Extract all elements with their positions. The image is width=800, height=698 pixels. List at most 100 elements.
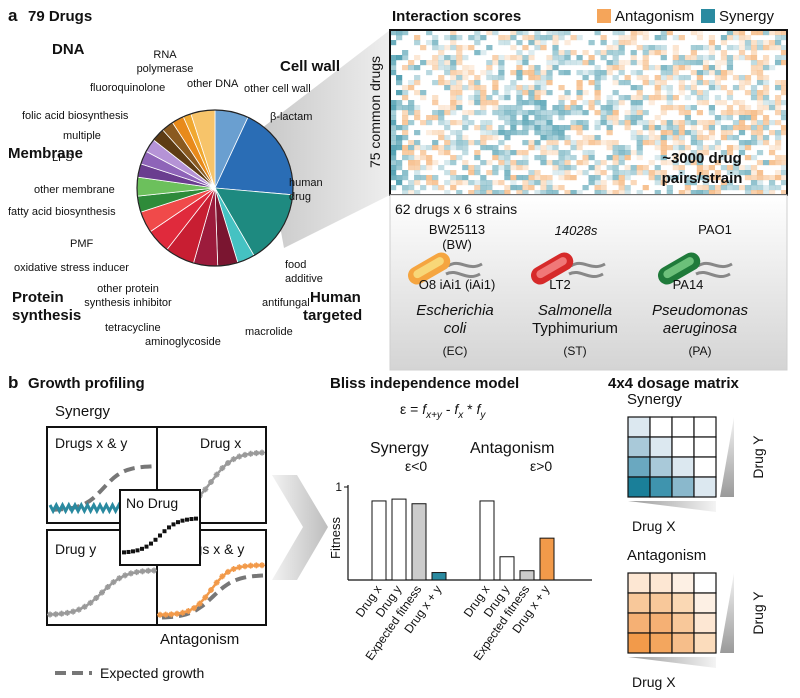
heat-cell (480, 175, 487, 181)
heat-cell (492, 60, 499, 66)
formula-part: ε = (400, 401, 422, 417)
heat-cell (756, 75, 764, 81)
heat-cell (432, 100, 439, 106)
heat-cell (432, 175, 439, 181)
heat-cell (558, 85, 565, 91)
heat-cell (504, 55, 511, 61)
heat-cell (624, 150, 631, 156)
heat-cell (702, 60, 710, 66)
growth-marker (87, 599, 94, 606)
flagellum (445, 271, 481, 279)
heat-cell (534, 170, 541, 176)
heat-cell (546, 120, 553, 126)
heat-cell (606, 100, 613, 106)
heat-cell (618, 95, 625, 101)
heat-cell (402, 95, 409, 101)
heat-cell (696, 175, 703, 181)
heat-cell (774, 110, 782, 116)
heat-cell (678, 190, 685, 196)
heat-cell (552, 145, 559, 151)
heat-cell (414, 175, 421, 181)
matrix-cell (693, 436, 717, 458)
heat-cell (462, 150, 469, 156)
heat-cell (546, 185, 553, 191)
heat-cell (408, 120, 415, 126)
heat-cell (480, 100, 487, 106)
heat-cell (672, 160, 679, 166)
heat-cell (576, 120, 583, 126)
matrix-cell (693, 632, 717, 654)
heat-cell (546, 30, 553, 36)
heat-cell (588, 165, 595, 171)
heat-cell (474, 180, 481, 186)
heat-cell (468, 190, 475, 196)
heat-cell (702, 165, 710, 171)
heat-cell (474, 170, 481, 176)
heat-cell (720, 155, 728, 161)
heat-cell (528, 90, 535, 96)
heat-cell (486, 160, 493, 166)
heat-cell (684, 75, 691, 81)
heat-cell (486, 95, 493, 101)
heat-cell (684, 160, 691, 166)
heat-cell (642, 65, 649, 71)
heat-cell (468, 140, 475, 146)
growth-marker (253, 450, 260, 457)
heat-cell (600, 55, 607, 61)
heat-cell (558, 35, 565, 41)
heat-cell (414, 75, 421, 81)
heat-cell (492, 30, 499, 36)
heat-cell (564, 90, 571, 96)
panel-title: 4x4 dosage matrix (608, 375, 740, 392)
heat-cell (780, 55, 788, 61)
heat-cell (444, 135, 451, 141)
heat-cell (498, 150, 505, 156)
heat-cell (678, 85, 685, 91)
heat-cell (390, 55, 397, 61)
heat-cell (408, 190, 415, 196)
growth-marker (230, 456, 237, 463)
heat-cell (768, 65, 776, 71)
heat-cell (402, 175, 409, 181)
heat-cell (456, 75, 463, 81)
heat-cell (678, 105, 685, 111)
heat-cell (618, 155, 625, 161)
growth-marker (179, 609, 186, 616)
heat-cell (570, 125, 577, 131)
heat-cell (756, 160, 764, 166)
heat-cell (534, 115, 541, 121)
heat-cell (738, 85, 746, 91)
group-label: Synergy (370, 440, 429, 457)
heat-cell (594, 120, 601, 126)
heat-cell (552, 45, 559, 51)
heat-cell (738, 165, 746, 171)
heat-cell (462, 115, 469, 121)
heat-cell (708, 145, 716, 151)
heat-cell (516, 120, 523, 126)
heat-cell (522, 155, 529, 161)
heat-cell (726, 90, 734, 96)
heat-cell (474, 100, 481, 106)
heat-cell (390, 160, 397, 166)
heat-cell (390, 40, 397, 46)
heat-cell (750, 165, 758, 171)
growth-marker (202, 486, 209, 493)
heat-cell (756, 80, 764, 86)
heat-cell (528, 95, 535, 101)
heat-cell (570, 100, 577, 106)
heat-cell (690, 90, 697, 96)
y-tick-label: 1 (335, 480, 342, 494)
growth-dot (153, 537, 158, 542)
heat-cell (750, 125, 758, 131)
heat-cell (618, 65, 625, 71)
pie-label: RNA (153, 49, 177, 61)
heat-cell (576, 35, 583, 41)
heat-cell (420, 145, 427, 151)
heat-cell (450, 70, 457, 76)
heat-cell (756, 135, 764, 141)
heat-cell (450, 80, 457, 86)
heat-cell (432, 110, 439, 116)
heat-cell (654, 175, 661, 181)
heat-cell (516, 65, 523, 71)
growth-dot (171, 522, 176, 527)
